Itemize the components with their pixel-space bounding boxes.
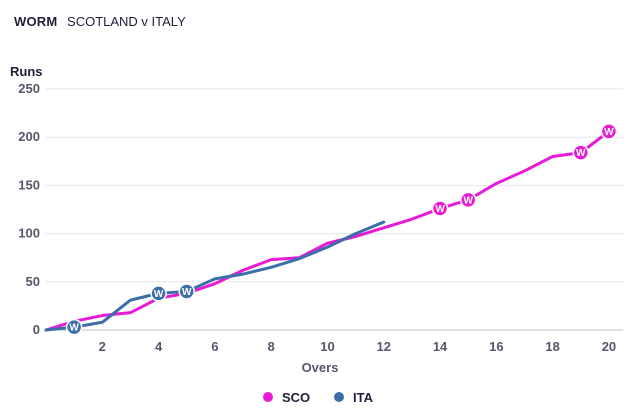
wicket-dot (65, 318, 83, 336)
match-title: SCOTLAND v ITALY (67, 14, 186, 29)
legend: SCO ITA (263, 390, 374, 405)
wicket-label: W (154, 289, 164, 300)
wicket-label: W (576, 148, 586, 159)
wicket-label: W (69, 323, 79, 334)
wicket-marker-ita[interactable]: W (65, 318, 83, 336)
wicket-dot (459, 191, 477, 209)
legend-label: ITA (353, 390, 374, 405)
wicket-label: W (182, 287, 192, 298)
x-tick-label: 6 (211, 339, 218, 354)
x-axis-label: Overs (302, 360, 339, 375)
legend-swatch (263, 392, 273, 402)
legend-label: SCO (282, 390, 310, 405)
wicket-dot (572, 144, 590, 161)
x-tick-label: 18 (545, 339, 559, 354)
wicket-marker-sco[interactable]: W (459, 191, 477, 209)
wicket-marker-ita[interactable]: W (150, 285, 167, 302)
x-tick-label: 16 (489, 339, 503, 354)
y-tick-labels: 0 50 100 150 200 250 (18, 81, 40, 337)
wicket-marker-ita[interactable]: W (178, 283, 195, 300)
x-tick-label: 14 (433, 339, 448, 354)
x-tick-label: 8 (268, 339, 275, 354)
x-tick-label: 12 (377, 339, 391, 354)
wicket-marker-sco[interactable]: W (431, 200, 449, 217)
chart-header: WORM SCOTLAND v ITALY (14, 14, 186, 29)
legend-item-ita[interactable]: ITA (334, 390, 374, 405)
series-line-sco (44, 129, 611, 332)
y-tick-label: 100 (18, 226, 40, 241)
wicket-dot (178, 283, 195, 300)
x-tick-label: 10 (320, 339, 334, 354)
y-tick-label: 0 (33, 322, 40, 337)
series-line-ita (44, 220, 386, 332)
y-axis-label: Runs (10, 64, 43, 79)
series-lines (44, 129, 611, 332)
wicket-marker-sco[interactable]: W (572, 144, 590, 161)
y-tick-label: 150 (18, 177, 40, 192)
wicket-label: W (604, 127, 614, 138)
wicket-label: W (463, 195, 473, 206)
wicket-markers: W W W W W W W (65, 123, 618, 336)
x-tick-label: 4 (155, 339, 163, 354)
y-tick-label: 250 (18, 81, 40, 96)
y-tick-label: 200 (18, 129, 40, 144)
y-tick-label: 50 (26, 274, 40, 289)
wicket-dot (600, 123, 618, 140)
legend-swatch (334, 392, 344, 402)
wicket-marker-sco[interactable]: W (600, 123, 618, 140)
x-tick-labels: 2 4 6 8 10 12 14 16 18 20 (99, 339, 616, 354)
legend-item-sco[interactable]: SCO (263, 390, 310, 405)
wicket-dot (150, 285, 167, 302)
chart-tag: WORM (14, 14, 58, 29)
wicket-dot (431, 200, 449, 217)
x-tick-label: 20 (602, 339, 616, 354)
grid-lines (46, 88, 623, 331)
wicket-label: W (435, 204, 445, 215)
x-tick-label: 2 (99, 339, 106, 354)
